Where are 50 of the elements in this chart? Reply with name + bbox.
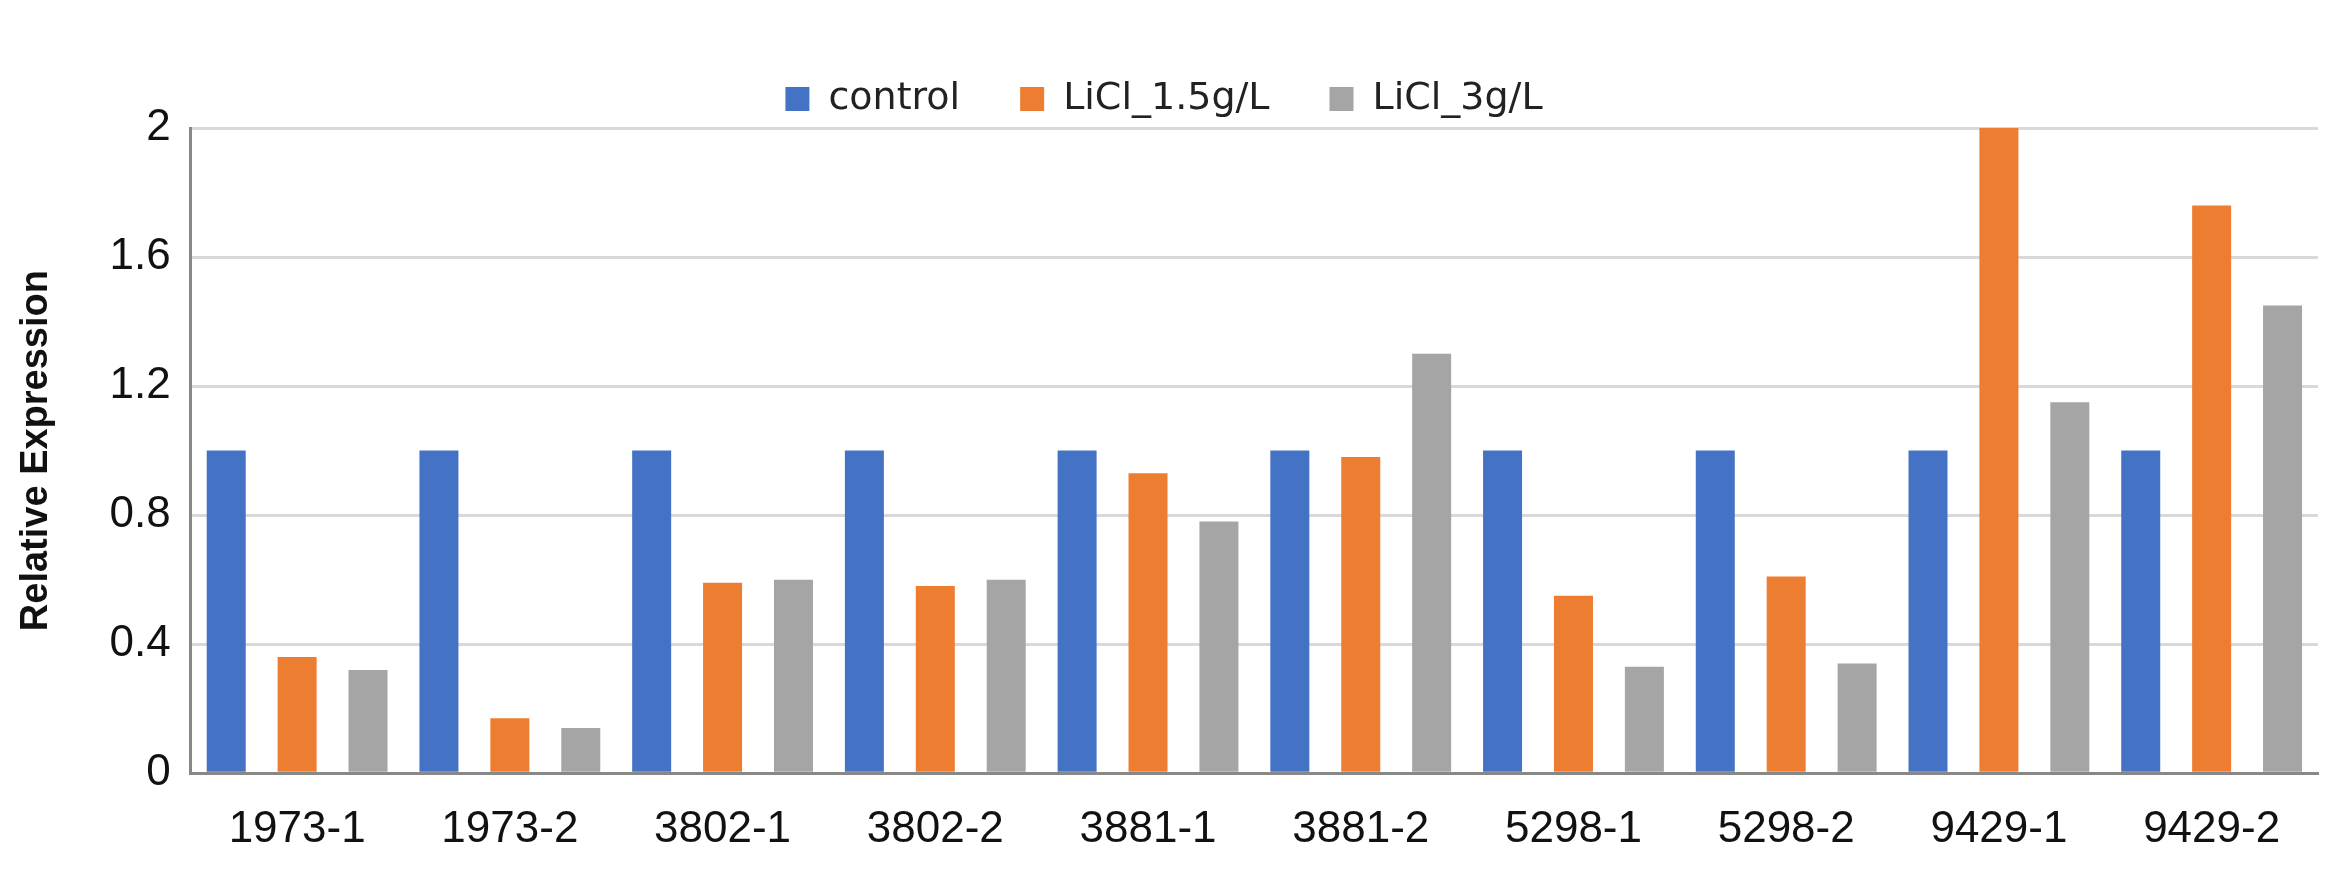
bar bbox=[632, 450, 672, 772]
legend-label: control bbox=[828, 73, 961, 118]
bar bbox=[206, 450, 246, 772]
bar bbox=[773, 579, 813, 772]
bar bbox=[1057, 450, 1097, 772]
x-tick-label: 1973-2 bbox=[441, 801, 579, 851]
bar bbox=[1412, 353, 1452, 772]
bar bbox=[1908, 450, 1948, 772]
bar bbox=[915, 586, 955, 772]
bar bbox=[1270, 450, 1310, 772]
bar bbox=[1341, 457, 1381, 772]
bar bbox=[2192, 205, 2232, 772]
bar bbox=[1483, 450, 1523, 772]
bar bbox=[490, 718, 530, 772]
y-axis-title: Relative Expression bbox=[13, 270, 56, 632]
x-tick-label: 9429-1 bbox=[1930, 801, 2068, 851]
bar bbox=[1695, 450, 1735, 772]
bar bbox=[1837, 663, 1877, 772]
bar bbox=[2121, 450, 2161, 772]
bar bbox=[561, 728, 601, 772]
x-tick-label: 3802-2 bbox=[866, 801, 1004, 851]
legend-label: LiCl_3g/L bbox=[1372, 73, 1543, 118]
x-tick-label: 3881-2 bbox=[1292, 801, 1430, 851]
x-tick-label: 9429-2 bbox=[2143, 801, 2281, 851]
y-tick-label: 0.4 bbox=[109, 616, 171, 666]
bar bbox=[1624, 666, 1664, 772]
bar bbox=[1979, 128, 2019, 772]
bar bbox=[844, 450, 884, 772]
bar bbox=[1128, 473, 1168, 772]
bar bbox=[1553, 595, 1593, 772]
x-tick-label: 1973-1 bbox=[228, 801, 366, 851]
y-tick-label: 0.8 bbox=[109, 487, 171, 537]
bar bbox=[419, 450, 459, 772]
x-tick-label: 5298-1 bbox=[1504, 801, 1642, 851]
x-tick-label: 3802-1 bbox=[654, 801, 792, 851]
bar bbox=[277, 657, 317, 772]
legend-label: LiCl_1.5g/L bbox=[1063, 73, 1270, 118]
bar bbox=[1199, 521, 1239, 772]
y-tick-label: 1.6 bbox=[109, 229, 171, 279]
x-tick-label: 5298-2 bbox=[1717, 801, 1855, 851]
y-tick-label: 1.2 bbox=[109, 358, 171, 408]
bar bbox=[2263, 305, 2303, 772]
bar bbox=[703, 582, 743, 772]
bar bbox=[348, 669, 388, 772]
y-tick-label: 0 bbox=[146, 745, 171, 795]
bar bbox=[986, 579, 1026, 772]
bar bbox=[2050, 402, 2090, 772]
bar bbox=[1766, 576, 1806, 772]
x-tick-label: 3881-1 bbox=[1079, 801, 1217, 851]
y-tick-label: 2 bbox=[146, 100, 171, 150]
